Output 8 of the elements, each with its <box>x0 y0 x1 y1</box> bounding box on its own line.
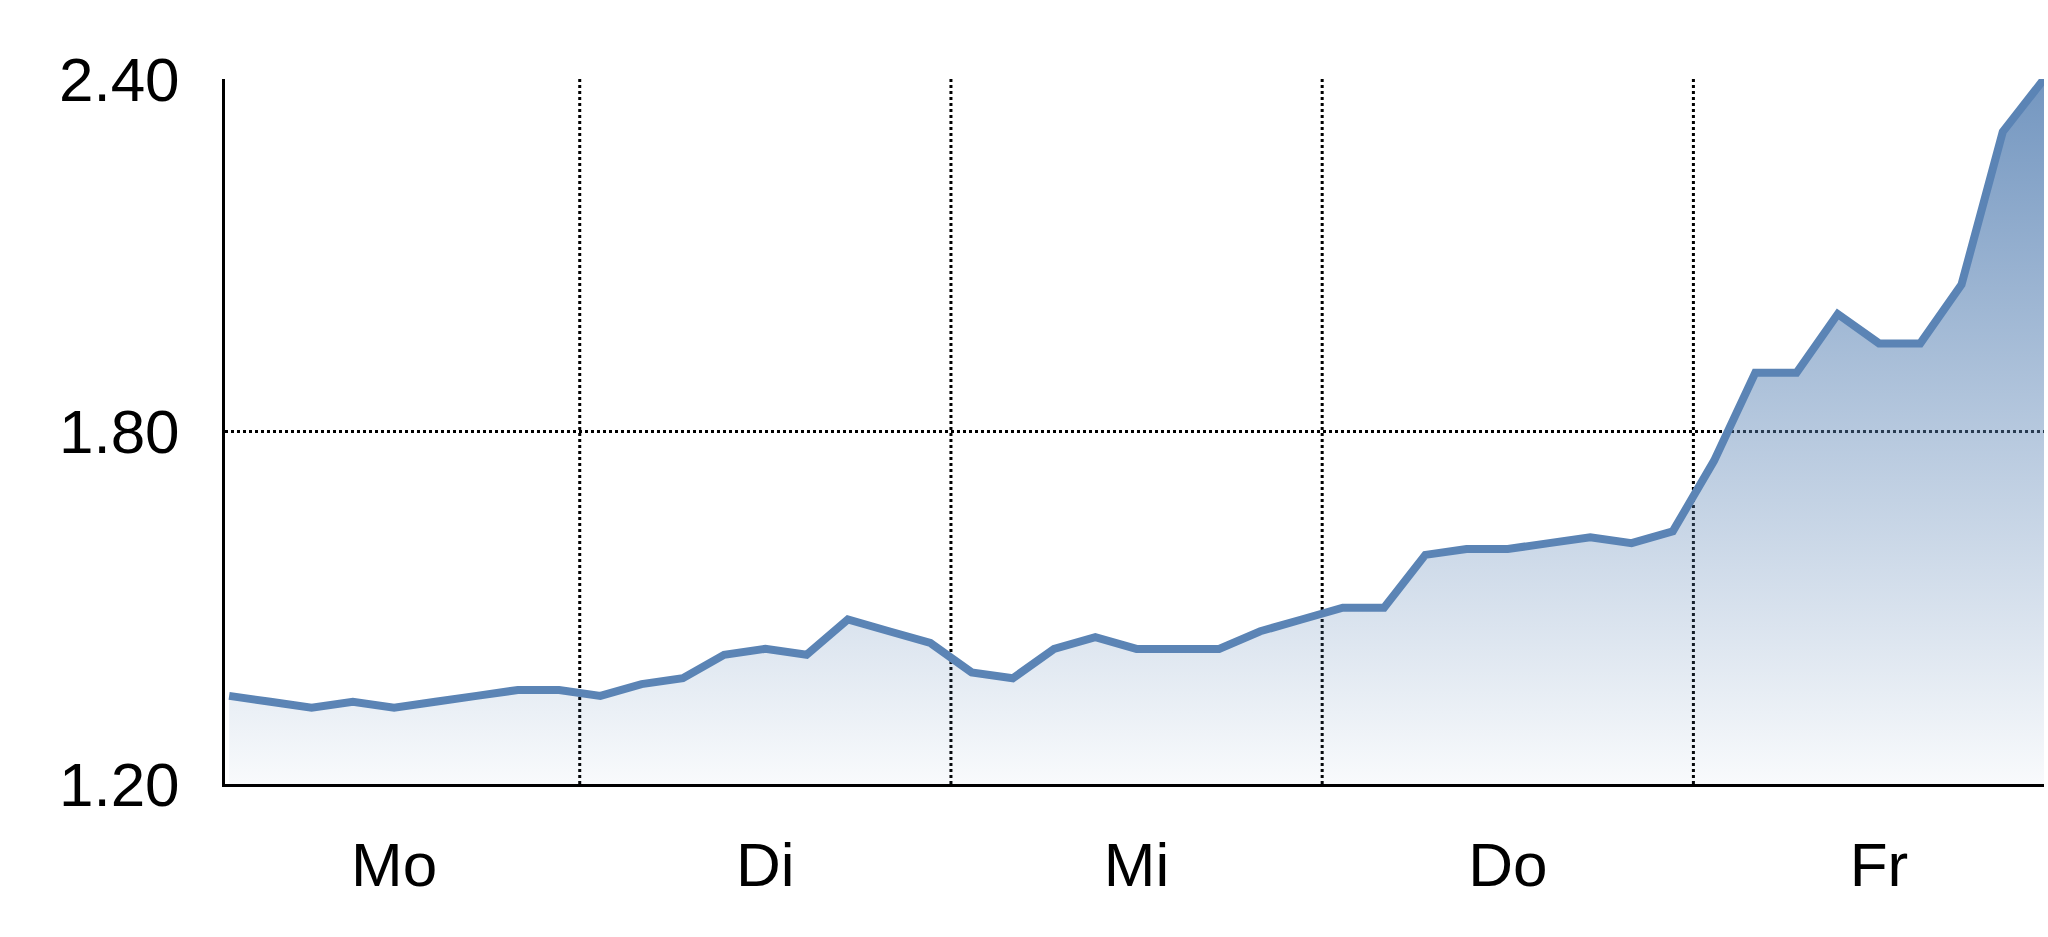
x-tick-label: Do <box>1468 830 1548 900</box>
x-tick-label: Di <box>736 830 795 900</box>
x-tick-label: Mi <box>1103 830 1170 900</box>
x-tick-label: Mo <box>351 830 438 900</box>
y-tick-label: 1.20 <box>58 749 180 819</box>
x-tick-label: Fr <box>1849 830 1909 900</box>
y-tick-label: 1.80 <box>58 397 180 467</box>
y-tick-label: 2.40 <box>58 44 180 114</box>
